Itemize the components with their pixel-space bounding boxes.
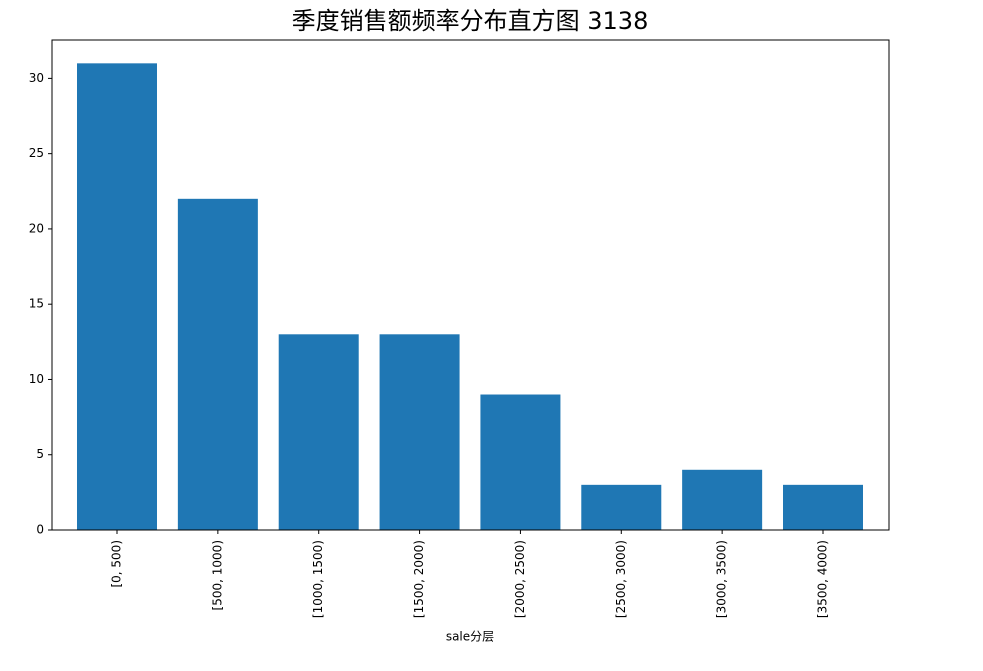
- y-tick-label: 5: [36, 447, 44, 461]
- bar: [783, 484, 863, 530]
- plot-frame: [51, 39, 890, 531]
- bar: [77, 63, 157, 530]
- bar: [177, 198, 258, 530]
- bar: [379, 334, 460, 530]
- y-tick-label: 20: [29, 221, 44, 235]
- y-tick-label: 25: [29, 146, 44, 160]
- x-tick-label: [0, 500): [110, 540, 124, 588]
- x-tick-label: [500, 1000): [210, 540, 224, 610]
- y-tick-label: 30: [29, 71, 44, 85]
- bar: [278, 334, 359, 530]
- bar: [480, 394, 561, 530]
- y-tick-label: 10: [29, 372, 44, 386]
- x-tick-label: [1000, 1500): [311, 540, 325, 618]
- x-tick-label: [2000, 2500): [513, 540, 527, 618]
- chart-title: 季度销售额频率分布直方图 3138: [292, 7, 649, 35]
- x-tick-label: [1500, 2000): [412, 540, 426, 618]
- x-tick-label: [3000, 3500): [715, 540, 729, 618]
- y-tick-label: 0: [36, 523, 44, 537]
- bar: [581, 484, 662, 530]
- x-axis-label: sale分层: [446, 630, 494, 644]
- x-tick-label: [3500, 4000): [816, 540, 830, 618]
- y-tick-label: 15: [29, 297, 44, 311]
- bar: [682, 469, 763, 530]
- x-tick-label: [2500, 3000): [614, 540, 628, 618]
